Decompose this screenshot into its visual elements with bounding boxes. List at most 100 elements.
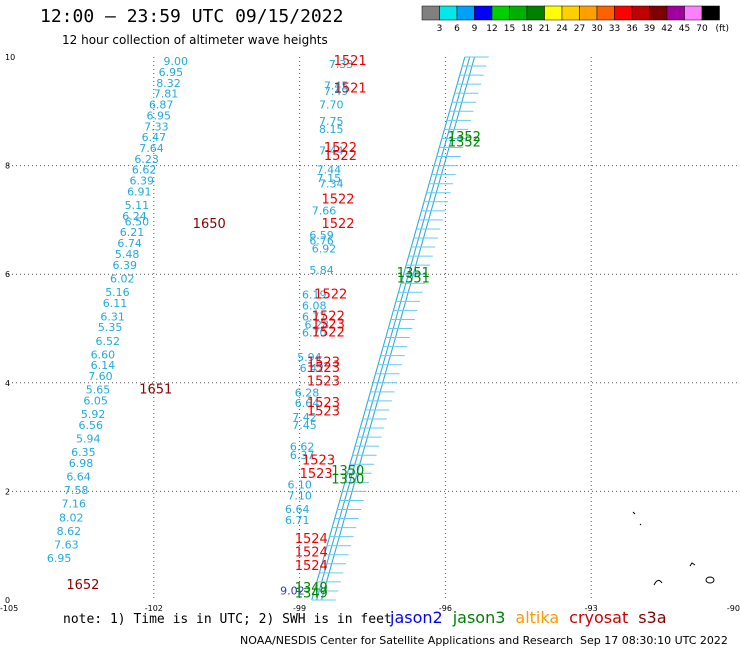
orbit-number-label: 1522: [324, 149, 357, 164]
orbit-number-label: 1523: [307, 375, 340, 390]
swh-value-label: 6.95: [47, 552, 72, 565]
y-tick-label: 6: [5, 270, 10, 279]
orbit-number-label: 1524: [295, 546, 328, 561]
swh-value-label: 6.05: [83, 395, 108, 408]
cryosat-orbit-label: 1652: [66, 578, 99, 593]
swh-value-label: 6.11: [103, 297, 128, 310]
swh-value-label: 6.10: [287, 479, 312, 492]
swh-value-label: 6.95: [147, 109, 172, 122]
generated-timestamp: Sep 17 08:30:10 UTC 2022: [580, 634, 728, 647]
swh-value-label: 7.44: [319, 145, 344, 158]
swh-value-label: 6.91: [127, 185, 152, 198]
satellite-legend: jason2 jason3 altika cryosat s3a: [390, 608, 677, 627]
orbit-number-label: 1523: [300, 467, 333, 482]
swh-value-label: 7.44: [317, 164, 342, 177]
legend-item-cryosat: cryosat: [569, 608, 629, 627]
swh-value-label: 7.64: [139, 142, 164, 155]
swh-value-label: 7.45: [324, 80, 349, 93]
jason3-orbit-label: 1352: [448, 130, 481, 145]
scale-label: 18: [521, 24, 533, 34]
x-tick-label: -102: [145, 604, 163, 613]
y-tick-label: 10: [5, 53, 15, 62]
swh-value-label: 5.16: [105, 286, 130, 299]
swh-value-label: 5.35: [98, 321, 123, 334]
swh-value-label: 6.87: [149, 99, 174, 112]
swh-value-label: 7.60: [88, 370, 113, 383]
swh-value-label: 6.59: [309, 229, 334, 242]
legend-item-s3a: s3a: [638, 608, 667, 627]
swh-value-label: 7.63: [54, 538, 79, 551]
swh-value-label: 7.15: [317, 172, 342, 185]
swh-value-label: 8.02: [59, 511, 84, 524]
swh-value-label: 6.47: [142, 131, 167, 144]
scale-label: 39: [644, 24, 656, 34]
jason3-orbit-label: 1349: [295, 586, 328, 601]
swh-value-label: 6.70: [302, 327, 327, 340]
scale-label: 42: [661, 24, 672, 34]
scale-label: 33: [609, 24, 620, 34]
x-tick-label: -99: [293, 604, 306, 613]
swh-value-label: 6.92: [312, 242, 337, 255]
swh-value-label: 8.32: [156, 77, 181, 90]
scale-label: 3: [437, 24, 443, 34]
swh-value-label: 6.31: [100, 310, 125, 323]
x-tick-label: -105: [0, 604, 18, 613]
swh-value-label: 6.02: [110, 272, 135, 285]
orbit-number-label: 1523: [312, 318, 345, 333]
cryosat-orbit-label: 1650: [193, 217, 226, 232]
swh-value-label: 6.21: [120, 226, 145, 239]
legend-item-jason3: jason3: [452, 608, 506, 627]
scale-label: 9: [472, 24, 478, 34]
swh-value-label: 6.28: [304, 319, 329, 332]
swh-value-label: 6.42: [300, 362, 325, 375]
swh-value-label: 9.02: [280, 585, 305, 598]
orbit-number-label: 1523: [307, 361, 340, 376]
orbit-number-label: 1524: [295, 559, 328, 574]
scale-label: 70: [696, 24, 708, 34]
orbit-number-label: 1523: [302, 453, 335, 468]
swh-value-label: 6.28: [295, 386, 320, 399]
coastline: [632, 511, 715, 586]
swh-value-label: 6.24: [122, 210, 146, 223]
legend-item-jason2: jason2: [390, 608, 443, 627]
cryosat-orbit-label: 1651: [139, 383, 172, 398]
swh-value-label: 6.76: [309, 234, 334, 247]
swh-value-label: 5.84: [309, 264, 334, 277]
jason3-orbit-label: 1351: [397, 271, 430, 286]
swh-value-label: 7.49: [324, 85, 349, 98]
swh-value-label: 7.33: [144, 120, 169, 133]
swh-value-label: 6.62: [290, 441, 315, 454]
swh-value-label: 6.71: [285, 514, 310, 527]
orbit-number-label: 1522: [312, 326, 345, 341]
swh-value-label: 6.98: [69, 457, 94, 470]
jason3-orbit-label: 1350: [331, 472, 364, 487]
swh-value-label: 7.42: [292, 411, 317, 424]
swh-value-label: 7.10: [287, 490, 312, 503]
orbit-number-label: 1524: [295, 532, 328, 547]
jason3-orbit-label: 1350: [331, 464, 364, 479]
x-tick-label: -90: [727, 604, 740, 613]
swh-value-label: 7.45: [292, 419, 317, 432]
swh-value-label: 6.52: [95, 335, 120, 348]
swh-value-label: 6.50: [125, 215, 150, 228]
scale-label: 30: [591, 24, 603, 34]
page-title: 12:00 — 23:59 UTC 09/15/2022: [40, 6, 344, 27]
page-subtitle: 12 hour collection of altimeter wave hei…: [62, 33, 328, 47]
y-tick-label: 2: [5, 487, 10, 496]
swh-value-label: 6.23: [134, 153, 159, 166]
swh-value-label: 7.66: [312, 204, 337, 217]
swh-value-label: 6.08: [302, 299, 327, 312]
y-tick-label: 4: [5, 379, 10, 388]
orbit-number-label: 1521: [334, 81, 367, 96]
y-tick-label: 8: [5, 162, 10, 171]
scale-label: 6: [454, 24, 460, 34]
jason3-orbit-label: 1352: [448, 136, 481, 151]
scale-label: 24: [556, 24, 568, 34]
swh-value-label: 5.65: [86, 384, 111, 397]
y-tick-label: 0: [5, 596, 10, 605]
orbit-number-label: 1522: [314, 288, 347, 303]
swh-value-label: 6.95: [159, 66, 184, 79]
units-note: note: 1) Time is in UTC; 2) SWH is in fe…: [63, 612, 392, 627]
